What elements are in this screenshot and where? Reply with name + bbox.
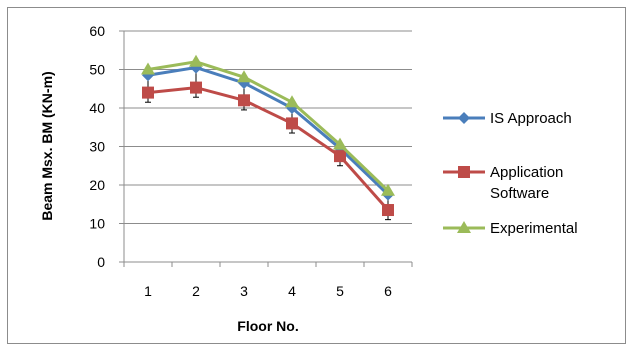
data-point <box>238 94 250 107</box>
error-bars <box>145 61 391 221</box>
data-point <box>190 81 202 94</box>
legend-label: Experimental <box>490 220 578 237</box>
series-line <box>147 86 390 212</box>
x-tick-label: 2 <box>192 283 200 299</box>
y-tick-label: 60 <box>89 23 105 39</box>
data-point <box>382 204 394 217</box>
series-0 <box>142 61 394 201</box>
y-axis-label: Beam Msx. BM (KN-m) <box>39 71 55 220</box>
axes <box>119 30 413 267</box>
y-tick-label: 50 <box>89 62 105 78</box>
x-tick-label: 1 <box>144 283 152 299</box>
x-tick-label: 4 <box>288 283 296 299</box>
data-point <box>141 62 155 75</box>
y-tick-label: 0 <box>97 254 105 270</box>
x-tick-label: 3 <box>240 283 248 299</box>
legend: IS Approach Application Software Experiment… <box>443 110 578 237</box>
x-tick-labels: 1 2 3 4 5 6 <box>144 283 392 299</box>
data-point <box>286 117 298 130</box>
data-point <box>237 70 251 83</box>
data-point <box>381 183 395 196</box>
data-point <box>190 61 202 74</box>
data-point <box>285 95 299 108</box>
series-line <box>147 66 390 196</box>
x-axis-label: Floor No. <box>237 318 298 334</box>
legend-item: Application Software <box>443 164 563 202</box>
data-point <box>334 150 346 163</box>
series-lines <box>141 54 395 217</box>
legend-label: Application <box>490 164 563 181</box>
series-1 <box>142 81 394 217</box>
series-line <box>147 60 390 192</box>
data-point <box>333 137 347 150</box>
data-point <box>142 86 154 99</box>
y-tick-label: 10 <box>89 216 105 232</box>
y-tick-label: 20 <box>89 177 105 193</box>
series-2 <box>141 54 395 196</box>
legend-marker <box>458 112 470 124</box>
y-tick-label: 40 <box>89 100 105 116</box>
legend-label: IS Approach <box>490 110 572 127</box>
y-tick-label: 30 <box>89 139 105 155</box>
legend-marker <box>458 166 470 178</box>
data-point <box>189 54 203 67</box>
x-tick-label: 5 <box>336 283 344 299</box>
chart-frame <box>7 7 626 344</box>
legend-label: Software <box>490 185 549 202</box>
legend-item: Experimental <box>443 220 578 237</box>
legend-item: IS Approach <box>443 110 572 127</box>
x-tick-label: 6 <box>384 283 392 299</box>
legend-marker <box>457 221 471 233</box>
y-tick-labels: 0 10 20 30 40 50 60 <box>89 23 105 270</box>
